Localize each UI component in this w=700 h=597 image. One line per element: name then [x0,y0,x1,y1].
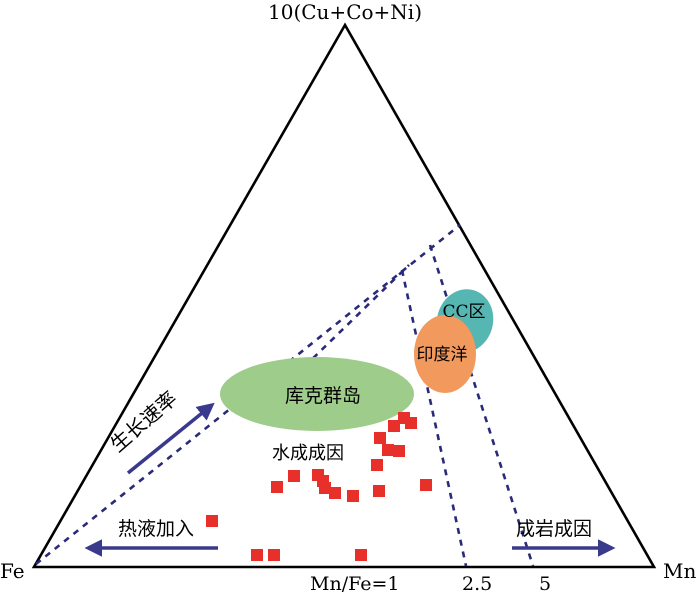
sample-point [288,470,300,482]
sample-point [405,417,417,429]
sample-point [382,444,394,456]
base-label-ratio-1: Mn/Fe=1 [310,573,400,595]
dashed-line-inner [269,264,410,401]
sample-point [393,445,405,457]
vertex-label-right: Mn [663,559,696,583]
sample-point [374,432,386,444]
label-hydrogenetic: 水成成因 [272,443,344,464]
sample-point [347,490,359,502]
sample-point [206,515,218,527]
sample-point [271,481,283,493]
sample-point [251,549,263,561]
region-label-cook-islands: 库克群岛 [285,385,361,407]
sample-point [329,487,341,499]
ternary-triangle [31,22,657,569]
sample-point [371,459,383,471]
sample-point [373,485,385,497]
region-label-indian-ocean: 印度洋 [417,345,468,365]
vertex-label-top: 10(Cu+Co+Ni) [268,0,422,24]
dashed-line-ratio-5 [428,244,535,567]
sample-point [388,420,400,432]
region-cook-islands [220,357,414,431]
base-label-ratio-5: 5 [539,573,551,595]
arrow-growth-rate [126,402,215,475]
region-indian-ocean [414,315,476,393]
sample-point [319,482,331,494]
base-label-ratio-2-5: 2.5 [462,573,492,595]
dashed-line-ratio-2-5 [400,269,468,567]
label-diagenetic: 成岩成因 [516,518,592,540]
vertex-label-left: Fe [0,559,25,583]
region-label-cc-zone: CC区 [442,302,485,322]
label-hydrothermal: 热液加入 [118,518,194,540]
sample-point [268,549,280,561]
sample-point [420,479,432,491]
dashed-boundaries [35,223,535,567]
sample-point [355,549,367,561]
sample-points [206,412,432,561]
